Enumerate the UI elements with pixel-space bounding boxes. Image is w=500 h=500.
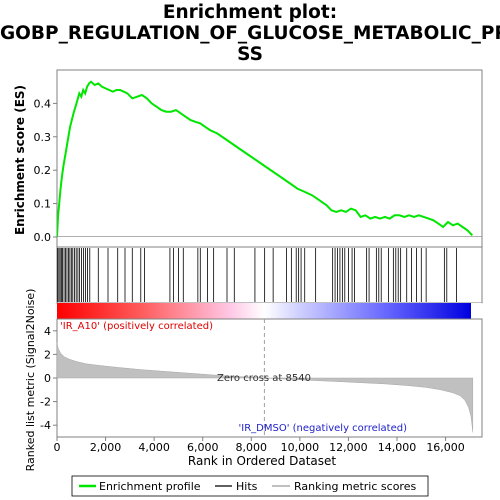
metric-y-axis: -4 -2 0 2 4 bbox=[40, 325, 57, 432]
chart-title: Enrichment plot: GOBP_REGULATION_OF_GLUC… bbox=[0, 2, 500, 65]
metric-x-axis-label: Rank in Ordered Dataset bbox=[188, 454, 336, 468]
x-tick-label: 10,000 bbox=[281, 441, 320, 454]
ranked-metric-area bbox=[56, 342, 474, 433]
positive-correlation-label: 'IR_A10' (positively correlated) bbox=[60, 321, 213, 332]
hits-marks bbox=[57, 248, 457, 302]
metric-y-tick-label: -4 bbox=[40, 419, 51, 432]
x-tick-label: 16,000 bbox=[426, 441, 465, 454]
legend-enrichment-label: Enrichment profile bbox=[99, 480, 201, 493]
rank-color-bar bbox=[57, 303, 471, 319]
metric-y-tick-label: 2 bbox=[44, 348, 51, 361]
title-line-3: SS bbox=[237, 44, 263, 65]
rank-color-bar-tail bbox=[471, 303, 482, 319]
enrichment-plot-area bbox=[56, 69, 483, 248]
es-y-tick-label: 0.3 bbox=[34, 131, 52, 144]
legend-hits-label: Hits bbox=[236, 480, 258, 493]
enrichment-profile-line bbox=[57, 80, 474, 238]
es-y-tick-label: 0.0 bbox=[34, 231, 52, 244]
legend-ranking-label: Ranking metric scores bbox=[294, 480, 416, 493]
x-tick-label: 12,000 bbox=[329, 441, 368, 454]
x-tick-label: 2,000 bbox=[90, 441, 122, 454]
metric-y-tick-label: -2 bbox=[40, 396, 51, 409]
legend: Enrichment profile Hits Ranking metric s… bbox=[71, 475, 429, 497]
x-tick-label: 6,000 bbox=[187, 441, 219, 454]
legend-box bbox=[71, 475, 429, 497]
hits-panel bbox=[56, 246, 483, 319]
metric-panel: -4 -2 0 2 4 0 2,000 4,000 6,000 8,000 10,000 12,00… bbox=[24, 289, 483, 472]
x-tick-label: 0 bbox=[54, 441, 61, 454]
metric-x-axis: 0 2,000 4,000 6,000 8,000 10,000 12,000 14,000 1… bbox=[54, 437, 465, 454]
enrichment-panel: 0.0 0.1 0.2 0.3 0.4 Enrichment score (ES) bbox=[13, 69, 483, 248]
hits-area bbox=[56, 246, 483, 304]
es-y-axis: 0.0 0.1 0.2 0.3 0.4 bbox=[34, 97, 57, 244]
es-y-tick-label: 0.2 bbox=[34, 164, 52, 177]
x-tick-label: 4,000 bbox=[138, 441, 170, 454]
x-tick-label: 8,000 bbox=[236, 441, 268, 454]
x-tick-label: 14,000 bbox=[378, 441, 417, 454]
es-y-tick-label: 0.4 bbox=[34, 97, 52, 110]
metric-y-tick-label: 4 bbox=[44, 325, 51, 338]
es-y-axis-label: Enrichment score (ES) bbox=[13, 85, 27, 235]
title-line-1: Enrichment plot: bbox=[162, 2, 338, 23]
metric-y-axis-label: Ranked list metric (Signal2Noise) bbox=[24, 289, 37, 472]
negative-correlation-label: 'IR_DMSO' (negatively correlated) bbox=[239, 423, 408, 434]
zero-cross-label: Zero cross at 8540 bbox=[217, 373, 311, 384]
es-y-tick-label: 0.1 bbox=[34, 198, 52, 211]
metric-y-tick-label: 0 bbox=[44, 372, 51, 385]
title-line-2: GOBP_REGULATION_OF_GLUCOSE_METABOLIC_PRO… bbox=[0, 23, 500, 44]
